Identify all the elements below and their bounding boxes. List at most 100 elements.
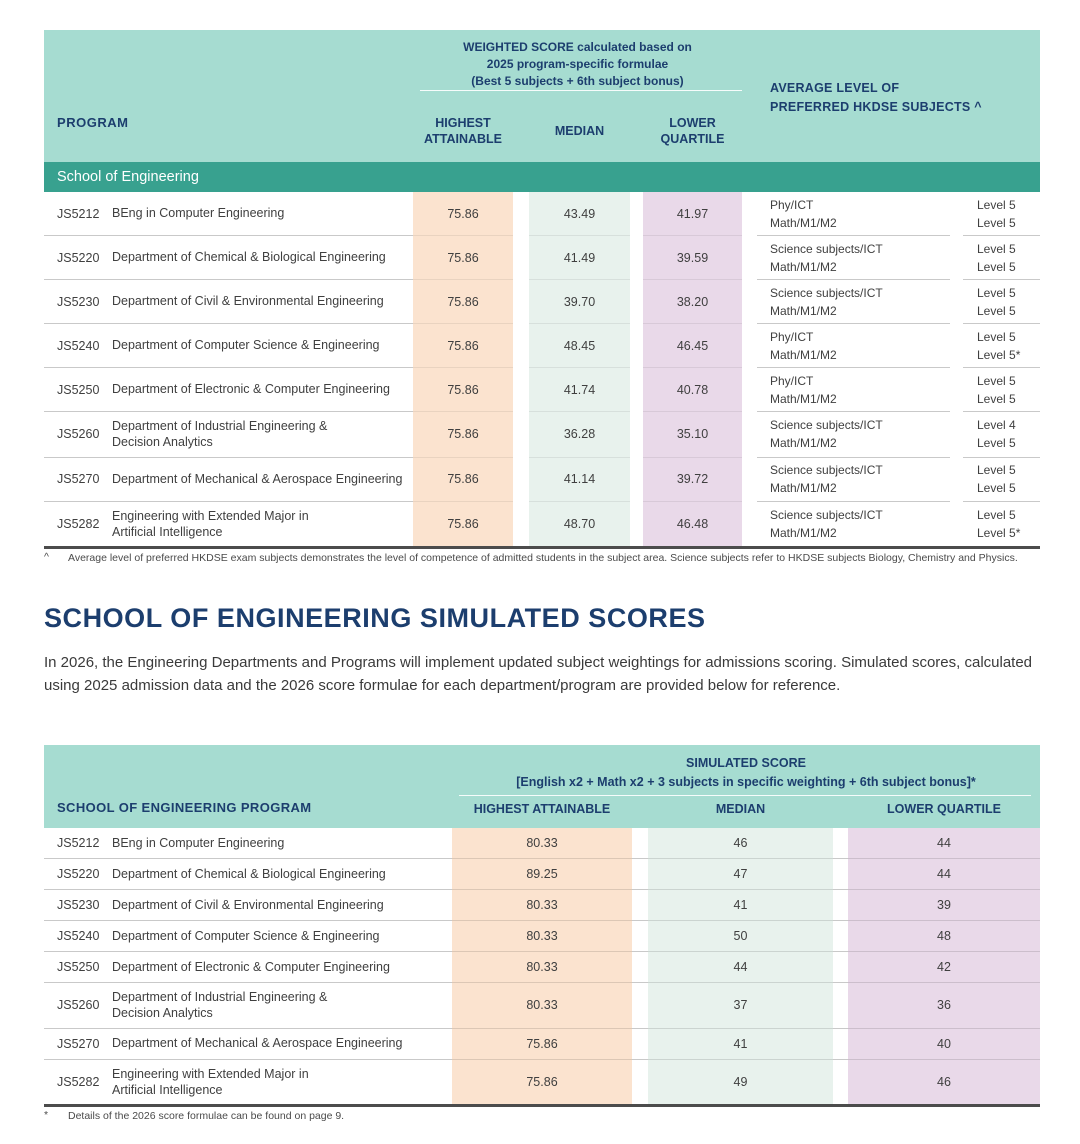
score-lower-quartile: 38.20 bbox=[643, 280, 742, 324]
column-gap bbox=[630, 458, 643, 502]
subject-line: Phy/ICT bbox=[770, 373, 814, 388]
score-lower-quartile: 44 bbox=[848, 828, 1040, 859]
preferred-subjects: Science subjects/ICT Math/M1/M2 bbox=[757, 502, 950, 547]
preferred-subjects: Science subjects/ICT Math/M1/M2 bbox=[757, 236, 950, 280]
program-name: Department of Computer Science & Enginee… bbox=[112, 324, 413, 368]
preferred-subjects: Science subjects/ICT Math/M1/M2 bbox=[757, 280, 950, 324]
level-line: Level 5 bbox=[977, 481, 1016, 495]
program-code: JS5230 bbox=[44, 890, 112, 921]
column-gap bbox=[513, 192, 529, 236]
preferred-subjects: Phy/ICT Math/M1/M2 bbox=[757, 324, 950, 368]
subject-line: Math/M1/M2 bbox=[770, 436, 837, 451]
program-column-header: SCHOOL OF ENGINEERING PROGRAM bbox=[57, 800, 312, 815]
table1-rows: JS5212 BEng in Computer Engineering 75.86 4… bbox=[44, 192, 1040, 549]
lower-quartile-column-header: LOWER QUARTILE bbox=[887, 802, 1001, 816]
score-highest-attainable: 75.86 bbox=[413, 412, 513, 458]
column-gap bbox=[742, 368, 757, 412]
score-lower-quartile: 48 bbox=[848, 921, 1040, 952]
program-code: JS5220 bbox=[44, 859, 112, 890]
preferred-subjects: Phy/ICT Math/M1/M2 bbox=[757, 192, 950, 236]
program-code: JS5282 bbox=[57, 1074, 100, 1089]
program-code: JS5270 bbox=[44, 1029, 112, 1060]
program-name: Department of Civil & Environmental Engi… bbox=[112, 890, 435, 921]
score-highest-attainable: 75.86 bbox=[413, 501, 513, 546]
score-median: 43.49 bbox=[529, 192, 630, 236]
level-line: Level 5 bbox=[977, 391, 1016, 406]
table-row: JS5230 Department of Civil & Environmenta… bbox=[44, 280, 1040, 324]
column-gap bbox=[950, 502, 963, 547]
program-name-line: Department of Computer Science & Enginee… bbox=[112, 928, 380, 943]
table-row: JS5282 Engineering with Extended Major in… bbox=[44, 501, 1040, 547]
program-name: Department of Electronic & Computer Engi… bbox=[112, 952, 435, 983]
score-median: 50 bbox=[648, 921, 833, 952]
column-gap bbox=[630, 502, 643, 547]
score-highest-attainable: 75.86 bbox=[413, 324, 513, 368]
level-line: Level 5 bbox=[977, 463, 1016, 477]
subject-levels: Level 5 Level 5 bbox=[963, 368, 1040, 412]
column-gap bbox=[632, 802, 648, 816]
score-median: 47 bbox=[648, 859, 833, 890]
column-gap bbox=[513, 236, 529, 280]
score-lower-quartile: 41.97 bbox=[643, 192, 742, 236]
average-level-column-header: AVERAGE LEVEL OF PREFERRED HKDSE SUBJECT… bbox=[770, 81, 982, 114]
simulated-score-table-header: SCHOOL OF ENGINEERING PROGRAM SIMULATED … bbox=[44, 745, 1040, 828]
subject-line: Math/M1/M2 bbox=[770, 347, 837, 362]
program-name-line: Artificial Intelligence bbox=[112, 1082, 223, 1097]
column-gap bbox=[742, 192, 757, 236]
footnote-text: Average level of preferred HKDSE exam su… bbox=[68, 552, 1018, 564]
column-gap bbox=[632, 828, 648, 859]
program-name-line: Engineering with Extended Major in bbox=[112, 1066, 309, 1081]
table-row: JS5212 BEng in Computer Engineering 80.33 4… bbox=[44, 828, 1040, 859]
subject-levels: Level 5 Level 5 bbox=[963, 192, 1040, 236]
subject-line: Math/M1/M2 bbox=[770, 259, 837, 274]
program-name: Department of Computer Science & Enginee… bbox=[112, 921, 435, 952]
weighted-score-header-line: (Best 5 subjects + 6th subject bonus) bbox=[471, 74, 684, 89]
program-name: BEng in Computer Engineering bbox=[112, 828, 435, 859]
subject-line: Math/M1/M2 bbox=[770, 525, 837, 540]
level-line: Level 5* bbox=[977, 347, 1021, 362]
score-subcolumn-headers: HIGHEST ATTAINABLE MEDIAN LOWER QUARTILE bbox=[452, 802, 1040, 816]
table-row: JS5270 Department of Mechanical & Aerospa… bbox=[44, 1028, 1040, 1060]
score-lower-quartile: 46.48 bbox=[643, 501, 742, 546]
column-gap bbox=[833, 890, 848, 921]
program-code: JS5212 bbox=[44, 192, 112, 236]
program-name-line: Department of Computer Science & Enginee… bbox=[112, 338, 380, 353]
column-gap bbox=[513, 458, 529, 502]
score-median: 36.28 bbox=[529, 412, 630, 458]
highest-attainable-column-header: HIGHEST ATTAINABLE bbox=[424, 115, 502, 146]
level-line: Level 5 bbox=[977, 259, 1016, 274]
score-lower-quartile: 39.59 bbox=[643, 236, 742, 280]
table-row: JS5282 Engineering with Extended Major in… bbox=[44, 1059, 1040, 1104]
subject-line: Math/M1/M2 bbox=[770, 481, 837, 495]
column-gap bbox=[513, 412, 529, 458]
subject-levels: Level 5 Level 5* bbox=[963, 502, 1040, 547]
column-gap bbox=[513, 324, 529, 368]
simulated-score-table: SCHOOL OF ENGINEERING PROGRAM SIMULATED … bbox=[44, 745, 1040, 1107]
column-gap bbox=[833, 859, 848, 890]
score-highest-attainable: 75.86 bbox=[452, 1028, 632, 1060]
score-lower-quartile: 39.72 bbox=[643, 457, 742, 502]
subject-levels: Level 5 Level 5* bbox=[963, 324, 1040, 368]
score-median: 41 bbox=[648, 1028, 833, 1060]
level-line: Level 5 bbox=[977, 197, 1016, 212]
program-name-line: Decision Analytics bbox=[112, 1006, 213, 1021]
score-highest-attainable: 75.86 bbox=[413, 280, 513, 324]
level-line: Level 4 bbox=[977, 418, 1016, 433]
table-row: JS5260 Department of Industrial Engineeri… bbox=[44, 983, 1040, 1029]
preferred-subjects: Phy/ICT Math/M1/M2 bbox=[757, 368, 950, 412]
score-median: 48.45 bbox=[529, 324, 630, 368]
program-code: JS5250 bbox=[44, 368, 112, 412]
subject-levels: Level 5 Level 5 bbox=[963, 236, 1040, 280]
subject-line: Science subjects/ICT bbox=[770, 418, 883, 433]
program-name: Department of Industrial Engineering & De… bbox=[112, 412, 413, 458]
column-gap bbox=[833, 1029, 848, 1060]
column-gap bbox=[950, 192, 963, 236]
weighted-score-header-line: WEIGHTED SCORE calculated based on bbox=[463, 40, 692, 54]
subject-line: Math/M1/M2 bbox=[770, 391, 837, 406]
level-line: Level 5 bbox=[977, 507, 1016, 522]
program-name-line: Artificial Intelligence bbox=[112, 524, 223, 539]
level-line: Level 5 bbox=[977, 329, 1016, 344]
score-highest-attainable: 80.33 bbox=[452, 952, 632, 983]
column-gap bbox=[742, 458, 757, 502]
column-gap bbox=[630, 324, 643, 368]
